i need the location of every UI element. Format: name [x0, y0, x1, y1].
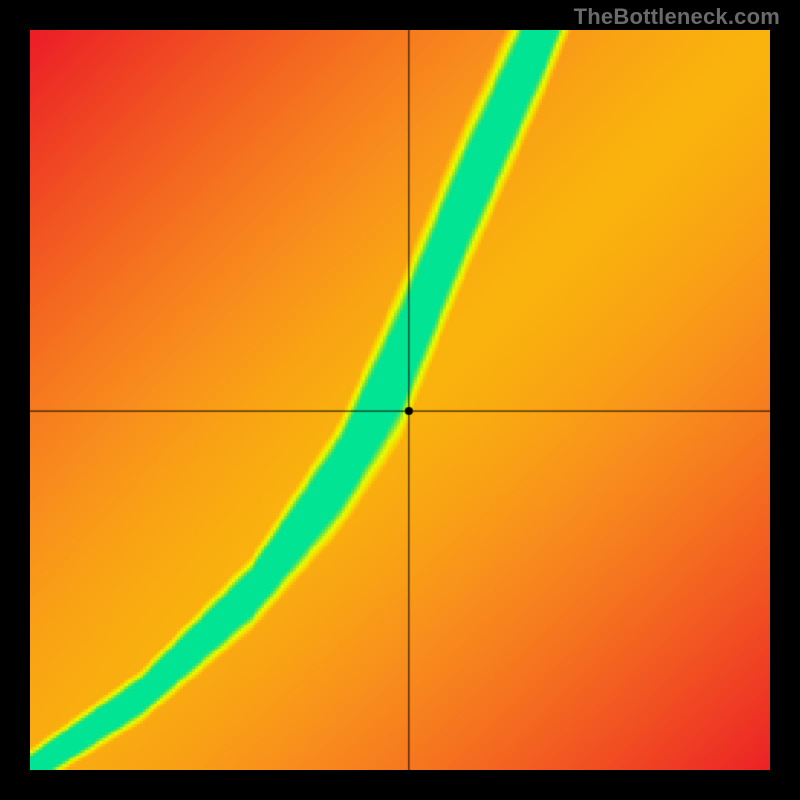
watermark-label: TheBottleneck.com: [574, 4, 780, 30]
bottleneck-heatmap: [30, 30, 770, 770]
chart-frame: { "watermark": { "text": "TheBottleneck.…: [0, 0, 800, 800]
